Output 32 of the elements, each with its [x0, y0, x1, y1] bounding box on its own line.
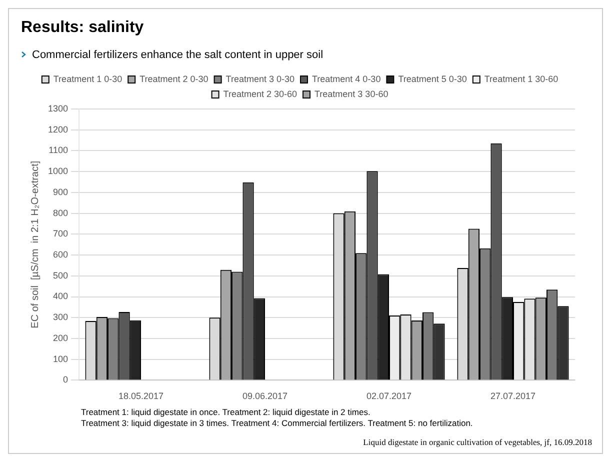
y-tick-label: 300 — [52, 312, 68, 322]
text: Treatment 1: liquid digestate in once. Treatment 2: liquid digestate in 2 times. — [81, 407, 372, 418]
legend-label: Treatment 2 0-30 — [140, 74, 208, 84]
text: Treatment 3: liquid digestate in 3 times. Treatment 4: Commercial fertilizers. Treatment 5: no fertilization. — [81, 418, 473, 429]
x-tick-label: 27.07.2017 — [490, 391, 536, 402]
y-tick-label: 1300 — [48, 103, 68, 114]
legend-label: Treatment 2 30-60 — [223, 88, 298, 99]
y-tick-label: 900 — [52, 186, 68, 197]
x-tick-label: 18.05.2017 — [118, 391, 164, 402]
y-tick-label: 400 — [52, 291, 68, 302]
chart-title: Results: salinity — [21, 19, 144, 37]
x-tick-label: 09.06.2017 — [242, 391, 288, 402]
y-tick-label: 500 — [52, 270, 68, 280]
legend-label: Treatment 3 0-30 — [226, 74, 294, 84]
legend-label: Treatment 3 30-60 — [314, 88, 388, 99]
y-tick-label: 100 — [52, 354, 68, 364]
y-tick-label: 200 — [52, 332, 68, 343]
y-tick-label: 0 — [63, 374, 68, 385]
legend-label: Treatment 1 0-30 — [53, 74, 122, 84]
text: Liquid digestate in organic cultivation of vegetables, jf, 16.09.2018 — [363, 437, 592, 447]
y-tick-label: 600 — [52, 250, 68, 260]
x-tick-label: 02.07.2017 — [366, 391, 412, 402]
y-axis-title: EC of soil [µS/cm in 2:1 H₂O-extract] — [30, 160, 41, 328]
y-tick-label: 700 — [52, 228, 68, 239]
y-tick-label: 1200 — [48, 124, 68, 134]
legend-label: Treatment 1 30-60 — [484, 74, 558, 84]
y-tick-label: 1100 — [48, 145, 68, 156]
y-tick-label: 800 — [52, 208, 68, 218]
y-tick-label: 1000 — [48, 166, 68, 176]
legend-label: Treatment 4 0-30 — [312, 74, 381, 84]
legend-label: Treatment 5 0-30 — [398, 74, 467, 84]
chart-subtitle: Commercial fertilizers enhance the salt content in upper soil — [32, 49, 324, 61]
